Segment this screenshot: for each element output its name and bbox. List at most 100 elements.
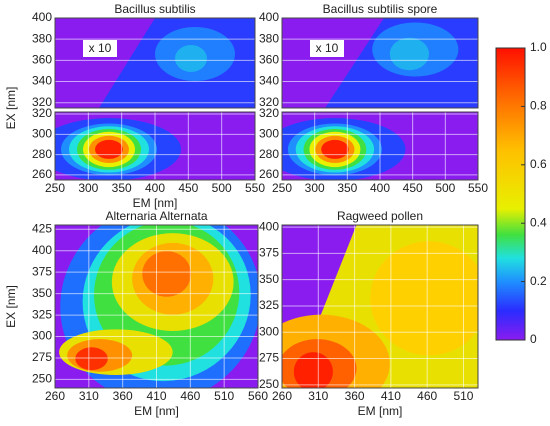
contour-region xyxy=(175,45,207,72)
x-tick-label: 510 xyxy=(453,389,473,403)
y-tick-label: 400 xyxy=(32,10,52,24)
chart-title: Alternaria Alternata xyxy=(105,209,207,223)
x-tick-label: 500 xyxy=(212,181,232,195)
x-tick-label: 300 xyxy=(78,181,98,195)
annotation-box xyxy=(83,40,117,57)
x-tick-label: 310 xyxy=(308,389,328,403)
chart-title: Bacillus subtilis xyxy=(114,2,195,16)
y-tick-label: 360 xyxy=(259,53,279,67)
x-tick-label: 360 xyxy=(345,389,365,403)
y-tick-label: 325 xyxy=(259,298,279,312)
y-tick-label: 300 xyxy=(259,127,279,141)
annotation: x 10 xyxy=(89,41,112,55)
y-tick-label: 260 xyxy=(32,167,52,181)
x-tick-label: 260 xyxy=(45,389,65,403)
y-tick-label: 260 xyxy=(259,167,279,181)
y-tick-label: 400 xyxy=(259,10,279,24)
contour-region xyxy=(75,347,108,371)
plot-frame xyxy=(54,17,256,109)
y-axis-label: EX [nm] xyxy=(4,87,18,130)
chart-title: Bacillus subtilis spore xyxy=(323,2,438,16)
contour-region xyxy=(142,251,192,297)
plot-area xyxy=(282,112,478,180)
y-tick-label: 280 xyxy=(32,147,52,161)
y-tick-label: 300 xyxy=(32,329,52,343)
plot-frame xyxy=(281,111,479,181)
y-tick-label: 375 xyxy=(259,246,279,260)
x-tick-label: 260 xyxy=(272,389,292,403)
x-tick-label: 550 xyxy=(245,181,265,195)
y-tick-label: 275 xyxy=(259,351,279,365)
plot-area xyxy=(55,112,255,180)
x-tick-label: 350 xyxy=(337,181,357,195)
x-tick-label: 400 xyxy=(145,181,165,195)
annotation-box xyxy=(310,40,344,57)
y-tick-label: 360 xyxy=(32,53,52,67)
x-tick-label: 410 xyxy=(381,389,401,403)
colorbar-tick-label: 1.0 xyxy=(530,40,547,54)
plot-frame xyxy=(54,111,256,181)
colorbar-tick-label: 0.4 xyxy=(530,215,547,229)
y-tick-label: 380 xyxy=(32,31,52,45)
y-tick-label: 425 xyxy=(32,221,52,235)
x-tick-label: 560 xyxy=(248,389,268,403)
x-tick-label: 250 xyxy=(45,181,65,195)
y-tick-label: 275 xyxy=(32,350,52,364)
x-tick-label: 410 xyxy=(146,389,166,403)
y-tick-label: 350 xyxy=(32,286,52,300)
x-tick-label: 450 xyxy=(403,181,423,195)
y-tick-label: 280 xyxy=(259,147,279,161)
x-axis-label: EM [nm] xyxy=(134,404,179,418)
plot-frame xyxy=(281,17,479,109)
y-tick-label: 400 xyxy=(32,243,52,257)
y-tick-label: 250 xyxy=(259,377,279,391)
x-tick-label: 300 xyxy=(305,181,325,195)
y-tick-label: 300 xyxy=(259,324,279,338)
plot-frame xyxy=(281,224,479,389)
y-tick-label: 340 xyxy=(32,74,52,88)
x-tick-label: 510 xyxy=(214,389,234,403)
x-tick-label: 310 xyxy=(79,389,99,403)
plot-area xyxy=(55,18,255,108)
y-tick-label: 380 xyxy=(259,31,279,45)
y-tick-label: 320 xyxy=(259,106,279,120)
contour-region xyxy=(389,37,429,71)
y-tick-label: 375 xyxy=(32,264,52,278)
y-tick-label: 320 xyxy=(259,95,279,109)
x-tick-label: 250 xyxy=(272,181,292,195)
x-axis-label: EM [nm] xyxy=(133,196,178,210)
y-tick-label: 400 xyxy=(259,219,279,233)
y-tick-label: 325 xyxy=(32,307,52,321)
colorbar-tick-label: 0.6 xyxy=(530,157,547,171)
y-axis-label: EX [nm] xyxy=(4,285,18,328)
x-tick-label: 350 xyxy=(112,181,132,195)
colorbar xyxy=(495,47,526,341)
y-tick-label: 300 xyxy=(32,127,52,141)
y-tick-label: 340 xyxy=(259,74,279,88)
x-tick-label: 550 xyxy=(468,181,488,195)
plot-area xyxy=(55,225,258,388)
x-tick-label: 460 xyxy=(180,389,200,403)
colorbar-tick-label: 0.8 xyxy=(530,99,547,113)
annotation: x 10 xyxy=(316,41,339,55)
chart-title: Ragweed pollen xyxy=(337,209,423,223)
y-tick-label: 250 xyxy=(32,372,52,386)
x-tick-label: 500 xyxy=(435,181,455,195)
plot-area xyxy=(282,225,478,388)
colorbar-tick-label: 0.2 xyxy=(530,274,547,288)
contour-region xyxy=(321,139,349,159)
contour-region xyxy=(293,352,333,388)
contour-region xyxy=(95,139,123,159)
y-tick-label: 350 xyxy=(259,272,279,286)
plot-area xyxy=(282,18,478,108)
contour-region xyxy=(370,241,478,356)
x-tick-label: 400 xyxy=(370,181,390,195)
plot-frame xyxy=(54,224,259,389)
x-tick-label: 360 xyxy=(113,389,133,403)
y-tick-label: 320 xyxy=(32,106,52,120)
x-axis-label: EM [nm] xyxy=(358,404,403,418)
x-tick-label: 450 xyxy=(178,181,198,195)
colorbar-tick-label: 0 xyxy=(530,332,537,346)
x-tick-label: 460 xyxy=(417,389,437,403)
